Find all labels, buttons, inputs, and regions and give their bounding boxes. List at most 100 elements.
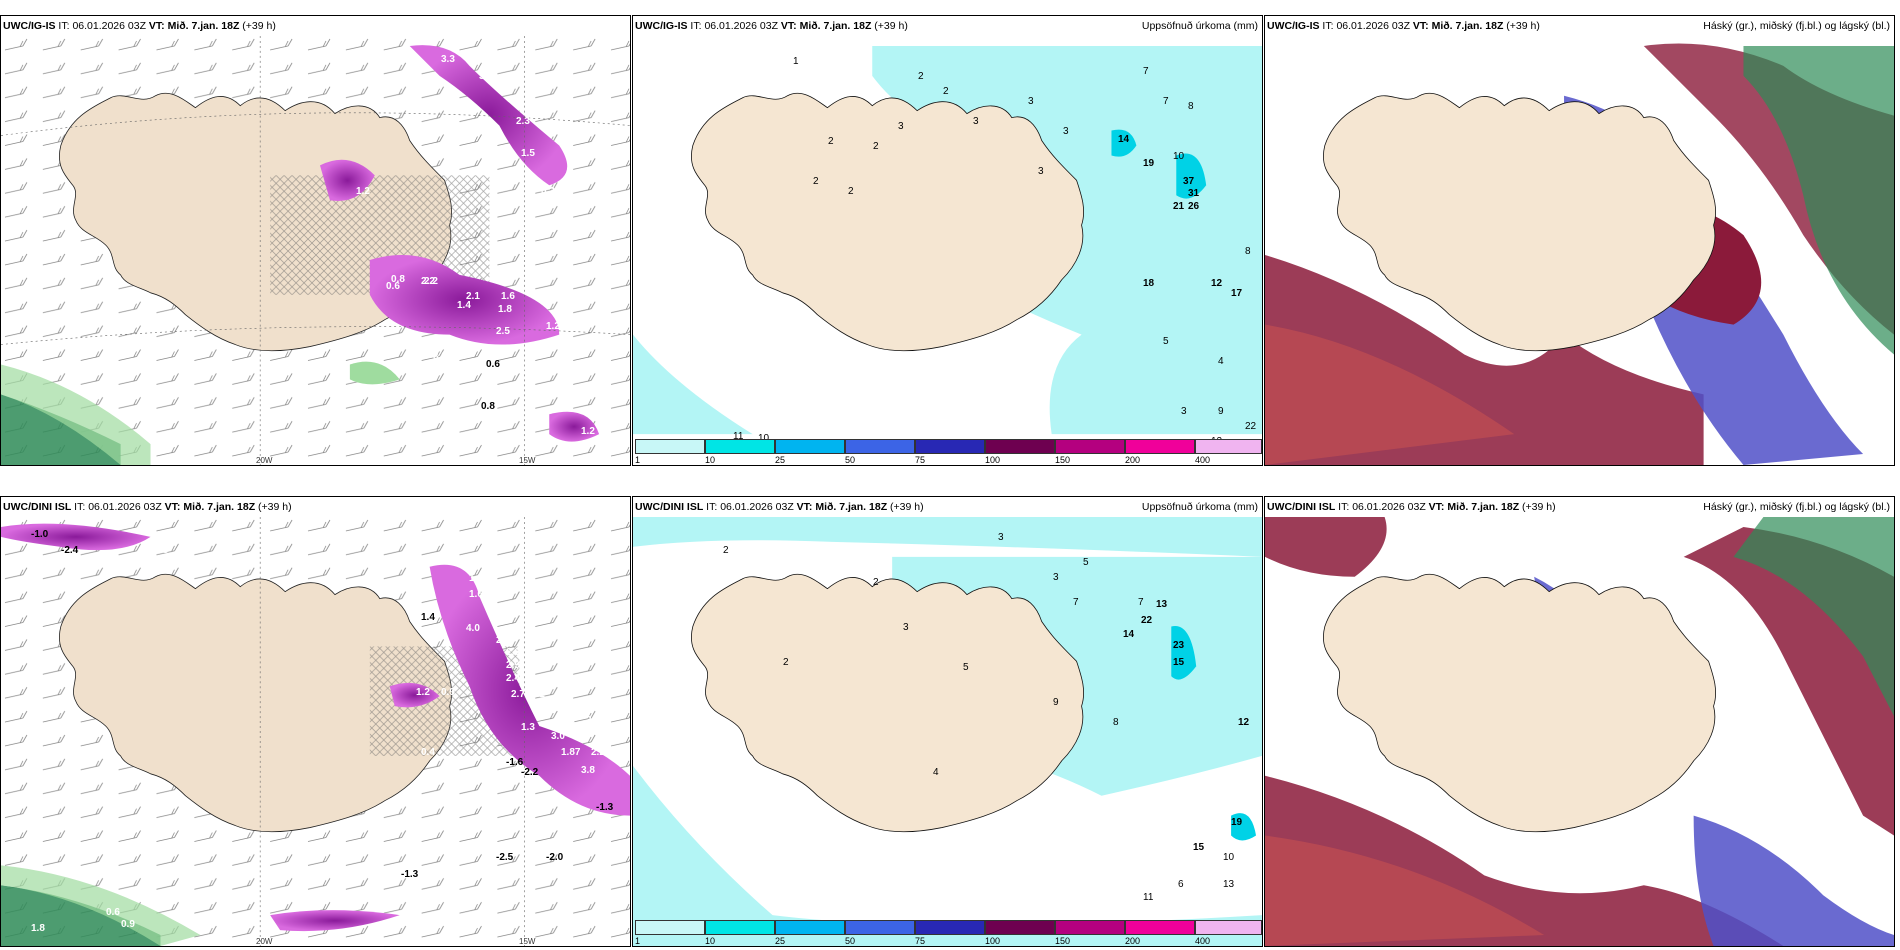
panel-header: UWC/DINI ISL IT: 06.01.2026 03Z VT: Mið.… (633, 497, 1262, 517)
legend-swatch (1055, 920, 1125, 935)
temp-label: -1.3 (596, 802, 614, 813)
temp-label: 0.8 (391, 274, 405, 285)
precip-label: 2 (873, 577, 879, 588)
legend-swatch (635, 439, 705, 454)
temp-label: 2.9 (506, 660, 520, 671)
precip-label: 3 (1053, 572, 1059, 583)
temp-label: 2.7 (511, 689, 525, 700)
temp-label: 1.2 (581, 426, 595, 437)
temp-label: 1.8 (31, 923, 45, 934)
temp-label: 2.4 (506, 673, 520, 684)
map-temperature[interactable]: 3.3 3.2 2.2 2.3 0.5 1.5 2.1 1.6 0.6 2.2 … (1, 36, 630, 465)
temp-label: 2.6 (496, 635, 510, 646)
map-clouds[interactable] (1265, 36, 1894, 465)
temp-label: 1.4 (421, 612, 435, 623)
precip-legend: 1 10 25 50 75 100 150 200 400 (635, 918, 1262, 946)
precip-label: 7 (1143, 66, 1149, 77)
panel-header: UWC/DINI ISL IT: 06.01.2026 03Z VT: Mið.… (1265, 497, 1894, 517)
legend-swatch (705, 439, 775, 454)
legend-swatch (705, 920, 775, 935)
precip-label: 10 (758, 433, 769, 444)
legend-swatch (1195, 439, 1262, 454)
temp-label: 1.8 (498, 304, 512, 315)
map-temperature[interactable]: -1.0 -2.4 -1.3 1.8 1.6 1.4 4.0 2.6 2.6 2… (1, 517, 630, 946)
precip-label: 11 (1143, 892, 1154, 903)
legend-label: 10 (705, 455, 716, 465)
temp-label: 0.6 (106, 907, 120, 918)
temp-label: 1.3 (521, 722, 535, 733)
precip-label: 7 (1073, 597, 1079, 608)
precip-label: 12 (1238, 717, 1250, 728)
lon-label: 15W (519, 937, 536, 946)
precip-label: 1 (793, 56, 799, 67)
temp-label: 2.5 (496, 326, 510, 337)
precip-label: 15 (1193, 842, 1205, 853)
legend-label: 150 (1055, 936, 1071, 946)
legend-label: 50 (845, 936, 856, 946)
precip-label: 3 (1028, 96, 1034, 107)
legend-swatch (845, 439, 915, 454)
precip-label: 22 (1245, 421, 1257, 432)
legend-label: 150 (1055, 455, 1071, 465)
precip-label: 9 (1053, 697, 1059, 708)
precip-label: 7 (1138, 597, 1144, 608)
temp-label: 2.3 (516, 116, 530, 127)
precip-label: 13 (1223, 879, 1235, 890)
precip-label: 3 (1181, 406, 1187, 417)
precip-label: 14 (1123, 629, 1135, 640)
map-precipitation[interactable]: 1 2 2 3 2 2 3 2 2 3 3 3 7 7 8 14 19 10 3… (633, 36, 1262, 465)
temp-label: 1.2 (416, 687, 430, 698)
legend-swatch (985, 920, 1055, 935)
legend-swatch (635, 920, 705, 935)
temp-label: 1.6 (469, 589, 483, 600)
precip-label: 8 (1188, 101, 1194, 112)
temp-label: 1.6 (501, 291, 515, 302)
temp-label: 0.6 (486, 359, 500, 370)
temp-label: 1.1 (476, 356, 490, 367)
temp-label: 3.8 (581, 765, 595, 776)
panel-field-title: Háský (gr.), miðský (fj.bl.) og lágský (… (1703, 501, 1890, 513)
legend-label: 1 (635, 455, 641, 465)
legend-swatch (915, 439, 985, 454)
precip-label: 3 (903, 622, 909, 633)
panel-header: UWC/IG-IS IT: 06.01.2026 03Z VT: Mið. 7.… (633, 16, 1262, 36)
temp-label: 3.2 (586, 715, 600, 726)
legend-swatch (1125, 920, 1195, 935)
temp-label: 1.5 (521, 148, 535, 159)
legend-label: 25 (775, 455, 786, 465)
precip-label: 2 (848, 186, 854, 197)
legend-label: 200 (1125, 455, 1141, 465)
temp-label: 0.8 (481, 401, 495, 412)
precip-label: 21 (1173, 201, 1185, 212)
legend-swatch (1055, 439, 1125, 454)
temp-label: 1.2 (356, 186, 370, 197)
precip-label: 6 (1178, 879, 1184, 890)
temp-label: 2.2 (421, 276, 435, 287)
panel-field-title: Uppsöfnuð úrkoma (mm) (1141, 20, 1258, 32)
panel-header: UWC/IG-IS IT: 06.01.2026 03Z VT: Mið. 7.… (1, 16, 630, 36)
precip-label: 37 (1183, 176, 1195, 187)
panel-temperature-dini: UWC/DINI ISL IT: 06.01.2026 03Z VT: Mið.… (0, 496, 631, 947)
temp-label: 1.8 (469, 573, 483, 584)
temp-label: 0.9 (441, 687, 455, 698)
temp-label: 2.1 (466, 291, 480, 302)
panel-field-title: Háský (gr.), miðský (fj.bl.) og lágský (… (1703, 20, 1890, 32)
precip-label: 3 (973, 116, 979, 127)
legend-label: 10 (705, 936, 716, 946)
legend-label: 50 (845, 455, 856, 465)
precip-label: 5 (1163, 336, 1169, 347)
precip-label: 13 (1156, 599, 1168, 610)
precip-label: 19 (1231, 817, 1243, 828)
precip-label: 2 (828, 136, 834, 147)
temp-label: -2.5 (496, 852, 514, 863)
precip-label: 2 (783, 657, 789, 668)
precip-label: 17 (1231, 288, 1243, 299)
panel-field-title: Uppsöfnuð úrkoma (mm) (1141, 501, 1258, 513)
map-precipitation[interactable]: 2 2 3 3 5 7 13 22 14 23 15 12 19 15 10 1… (633, 517, 1262, 946)
legend-swatch (1195, 920, 1262, 935)
temp-label: 3.6 (561, 717, 575, 728)
legend-swatch (775, 920, 845, 935)
lon-label: 20W (256, 456, 273, 465)
map-clouds[interactable] (1265, 517, 1894, 946)
precip-label: 2 (723, 545, 729, 556)
